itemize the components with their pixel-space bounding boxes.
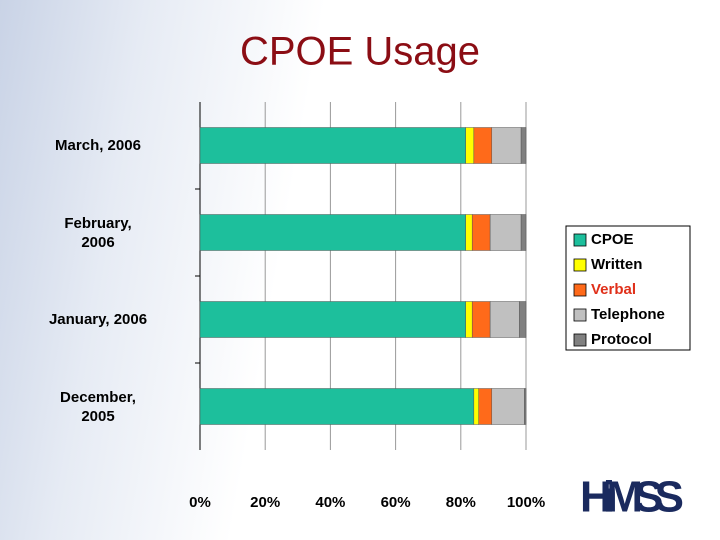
legend-swatch	[573, 283, 587, 297]
y-tick-label: December, 2005	[60, 388, 136, 425]
y-tick-label: January, 2006	[48, 311, 148, 328]
x-tick-label: 40%	[315, 494, 345, 511]
bar-segment	[478, 388, 493, 425]
bar-segment	[465, 301, 473, 338]
legend-label: Verbal	[591, 281, 636, 298]
legend-swatch	[573, 308, 587, 322]
bar-segment	[471, 301, 491, 338]
y-tick-label: February, 2006	[64, 214, 132, 251]
bar-segment	[473, 127, 493, 164]
x-tick-label: 0%	[189, 494, 211, 511]
bar-segment	[199, 388, 475, 425]
legend-label: Protocol	[591, 331, 652, 348]
bar-segment	[520, 127, 527, 164]
bar-segment	[489, 214, 522, 251]
bar-segment	[491, 388, 525, 425]
bar-segment	[199, 127, 466, 164]
x-tick-label: 60%	[381, 494, 411, 511]
bar-segment	[199, 301, 466, 338]
bar-segment	[465, 127, 475, 164]
legend-swatch	[573, 333, 587, 347]
bar-segment	[491, 127, 522, 164]
legend-label: CPOE	[591, 231, 634, 248]
y-tick-label: March, 2006	[55, 137, 141, 154]
x-tick-label: 20%	[250, 494, 280, 511]
legend-box	[565, 225, 691, 351]
bar-segment	[489, 301, 520, 338]
legend-swatch	[573, 258, 587, 272]
x-tick-label: 80%	[446, 494, 476, 511]
bar-segment	[199, 214, 466, 251]
legend-label: Telephone	[591, 306, 665, 323]
bar-segment	[473, 388, 479, 425]
bar-segment	[524, 388, 527, 425]
logo: HiMSS	[580, 473, 684, 522]
bar-segment	[520, 214, 527, 251]
bar-segment	[519, 301, 527, 338]
legend-label: Written	[591, 256, 642, 273]
chart-title: CPOE Usage	[240, 30, 480, 74]
x-tick-label: 100%	[507, 494, 545, 511]
bar-segment	[471, 214, 491, 251]
legend-swatch	[573, 233, 587, 247]
bar-segment	[465, 214, 473, 251]
